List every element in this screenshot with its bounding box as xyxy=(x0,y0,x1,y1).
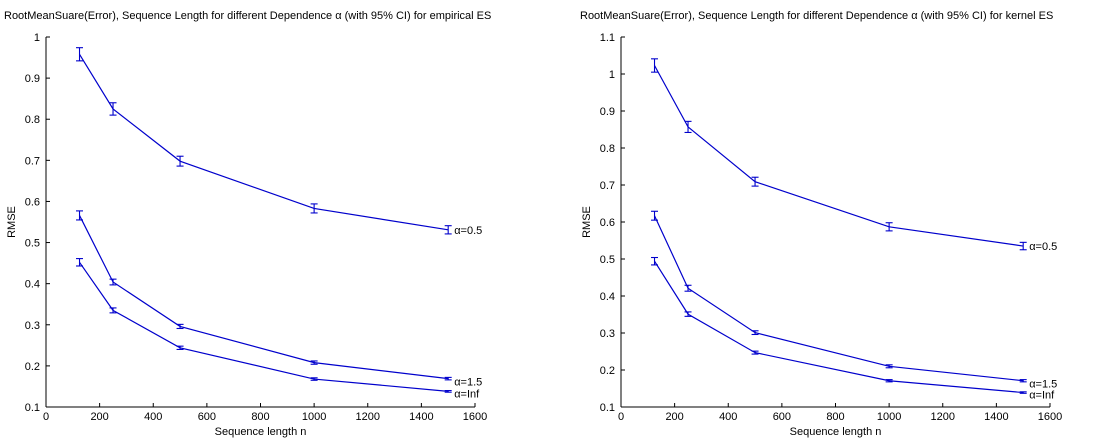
x-tick-label: 0 xyxy=(43,411,49,423)
error-bar xyxy=(1019,391,1027,394)
y-tick-label: 0.4 xyxy=(600,291,615,303)
x-tick-label: 1600 xyxy=(463,411,487,423)
y-tick-label: 0.2 xyxy=(25,361,40,373)
error-bar xyxy=(751,350,759,355)
x-tick-label: 1400 xyxy=(409,411,433,423)
series-label: α=Inf xyxy=(1029,390,1055,402)
error-bar xyxy=(651,58,659,73)
x-tick-label: 600 xyxy=(198,411,216,423)
error-bar xyxy=(310,203,318,214)
y-axis-label: RMSE xyxy=(6,206,18,238)
chart-empirical-es: RootMeanSuare(Error), Sequence Length fo… xyxy=(4,10,491,438)
series-1: α=0.5 xyxy=(651,58,1057,253)
error-bar xyxy=(684,284,692,292)
error-bar xyxy=(310,377,318,381)
error-bar xyxy=(176,345,184,350)
series-1: α=0.5 xyxy=(76,47,482,237)
x-tick-label: 600 xyxy=(773,411,791,423)
error-bar xyxy=(885,364,893,369)
y-tick-label: 1.1 xyxy=(600,32,615,44)
y-tick-label: 0.5 xyxy=(600,254,615,266)
error-bar xyxy=(310,360,318,365)
x-tick-label: 200 xyxy=(665,411,683,423)
error-bar xyxy=(76,210,84,221)
y-tick-label: 1 xyxy=(609,69,615,81)
series-label: α=0.5 xyxy=(1029,241,1057,253)
series-line xyxy=(78,215,449,380)
chart-kernel-es: RootMeanSuare(Error), Sequence Length fo… xyxy=(580,10,1062,438)
error-bar xyxy=(651,210,659,221)
x-tick-label: 0 xyxy=(618,411,624,423)
error-bar xyxy=(1019,241,1027,251)
y-tick-label: 0.9 xyxy=(25,73,40,85)
x-tick-label: 800 xyxy=(826,411,844,423)
series-2: α=1.5 xyxy=(76,210,482,389)
error-bar xyxy=(109,102,117,116)
error-bar xyxy=(651,256,659,266)
series-line xyxy=(79,53,449,231)
series-2: α=1.5 xyxy=(651,210,1057,391)
chart-title: RootMeanSuare(Error), Sequence Length fo… xyxy=(4,10,491,22)
series-label: α=0.5 xyxy=(454,225,482,237)
x-tick-label: 1200 xyxy=(356,411,380,423)
error-bar xyxy=(444,225,452,235)
y-tick-label: 0.1 xyxy=(600,402,615,414)
series-line xyxy=(653,215,1024,382)
error-bar xyxy=(885,379,893,383)
y-tick-label: 0.8 xyxy=(600,143,615,155)
series-label: α=Inf xyxy=(454,388,480,400)
y-tick-label: 0.4 xyxy=(25,279,40,291)
error-bar xyxy=(684,311,692,317)
series-label: α=1.5 xyxy=(454,377,482,389)
y-tick-label: 0.7 xyxy=(25,155,40,167)
error-bar xyxy=(684,120,692,134)
x-tick-label: 1200 xyxy=(931,411,955,423)
error-bar xyxy=(176,155,184,167)
x-axis-label: Sequence length n xyxy=(790,426,882,438)
y-tick-label: 0.6 xyxy=(25,196,40,208)
series-line xyxy=(653,65,1024,247)
error-bar xyxy=(444,376,452,381)
y-tick-label: 0.6 xyxy=(600,217,615,229)
x-tick-label: 800 xyxy=(251,411,269,423)
series-3: α=Inf xyxy=(651,256,1055,402)
error-bar xyxy=(885,222,893,232)
x-tick-label: 1000 xyxy=(302,411,326,423)
y-tick-label: 0.2 xyxy=(600,365,615,377)
series-label: α=1.5 xyxy=(1029,379,1057,391)
x-tick-label: 1400 xyxy=(984,411,1008,423)
series-line xyxy=(654,260,1024,394)
y-tick-label: 0.8 xyxy=(25,114,40,126)
error-bar xyxy=(751,176,759,187)
error-bar xyxy=(76,47,84,62)
x-tick-label: 200 xyxy=(90,411,108,423)
y-tick-label: 0.3 xyxy=(600,328,615,340)
x-axis-label: Sequence length n xyxy=(215,426,307,438)
error-bar xyxy=(109,307,117,314)
x-tick-label: 400 xyxy=(144,411,162,423)
error-bar xyxy=(444,390,452,393)
series-3: α=Inf xyxy=(76,258,480,400)
y-axis-label: RMSE xyxy=(581,206,593,238)
y-tick-label: 0.9 xyxy=(600,106,615,118)
y-tick-label: 0.7 xyxy=(600,180,615,192)
error-bar xyxy=(76,258,84,267)
y-tick-label: 0.3 xyxy=(25,320,40,332)
error-bar xyxy=(176,323,184,330)
y-tick-label: 0.1 xyxy=(25,402,40,414)
x-tick-label: 400 xyxy=(719,411,737,423)
error-bar xyxy=(109,278,117,286)
y-tick-label: 1 xyxy=(34,32,40,44)
error-bar xyxy=(751,330,759,336)
error-bar xyxy=(1019,379,1027,383)
x-tick-label: 1000 xyxy=(877,411,901,423)
y-tick-label: 0.5 xyxy=(25,238,40,250)
x-tick-label: 1600 xyxy=(1038,411,1062,423)
chart-title: RootMeanSuare(Error), Sequence Length fo… xyxy=(580,10,1053,22)
